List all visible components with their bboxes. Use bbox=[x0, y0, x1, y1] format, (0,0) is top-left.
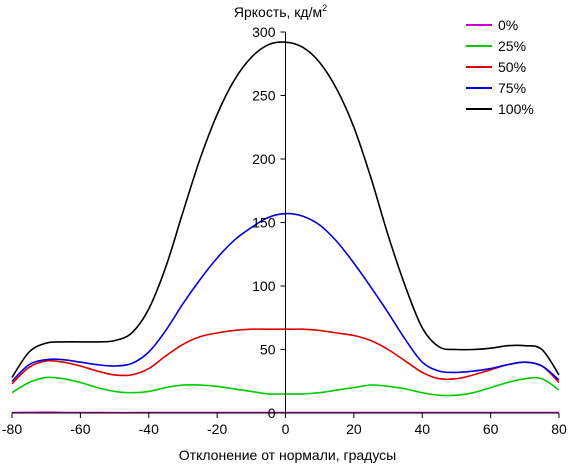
legend-label: 25% bbox=[498, 38, 526, 54]
legend-label: 50% bbox=[498, 59, 526, 75]
y-tick-label: 100 bbox=[252, 278, 276, 294]
x-ticks: -80 -60 -40 -20 0 20 40 60 80 bbox=[2, 413, 567, 437]
x-tick-label: -20 bbox=[207, 421, 227, 437]
y-axis-title-superscript: 2 bbox=[322, 3, 327, 13]
x-tick-label: -60 bbox=[70, 421, 90, 437]
y-tick-label: 0 bbox=[268, 405, 276, 421]
x-tick-label: 60 bbox=[483, 421, 499, 437]
x-axis-title: Отклонение от нормали, градусы bbox=[179, 447, 396, 463]
y-tick-label: 250 bbox=[252, 88, 276, 104]
legend: 0% 25% 50% 75% 100% bbox=[466, 17, 534, 117]
legend-label: 75% bbox=[498, 80, 526, 96]
x-tick-label: 40 bbox=[414, 421, 430, 437]
x-tick-label: 20 bbox=[346, 421, 362, 437]
x-tick-label: 0 bbox=[282, 421, 290, 437]
y-tick-label: 50 bbox=[260, 342, 276, 358]
y-tick-label: 200 bbox=[252, 151, 276, 167]
legend-label: 100% bbox=[498, 101, 534, 117]
y-axis-title: Яркость, кд/м2 bbox=[234, 3, 327, 20]
x-tick-label: -80 bbox=[2, 421, 22, 437]
x-tick-label: -40 bbox=[139, 421, 159, 437]
y-tick-label: 300 bbox=[252, 24, 276, 40]
y-ticks: 0 50 100 150 200 250 300 bbox=[252, 24, 286, 421]
legend-label: 0% bbox=[498, 17, 518, 33]
x-tick-label: 80 bbox=[551, 421, 567, 437]
y-tick-label: 150 bbox=[252, 215, 276, 231]
y-axis-title-main: Яркость, кд/м bbox=[234, 4, 322, 20]
